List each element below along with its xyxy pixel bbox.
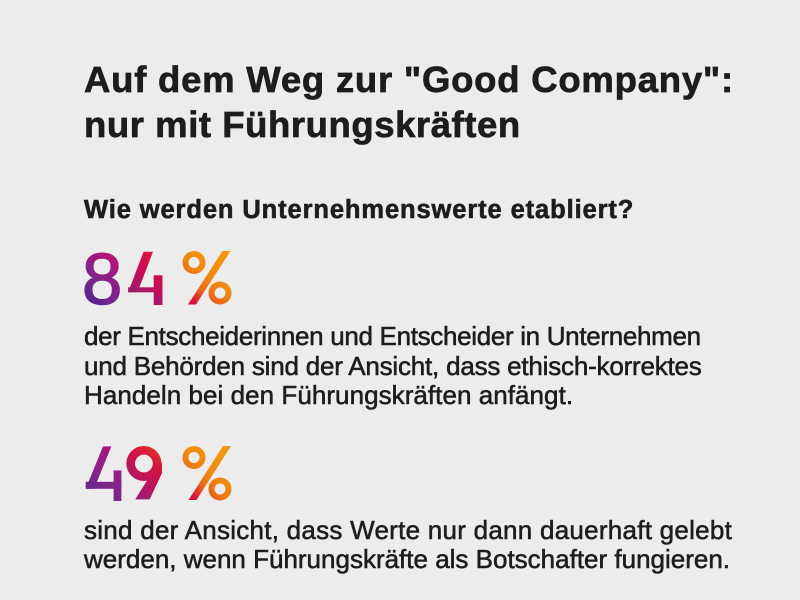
- svg-text:8: 8: [82, 251, 122, 313]
